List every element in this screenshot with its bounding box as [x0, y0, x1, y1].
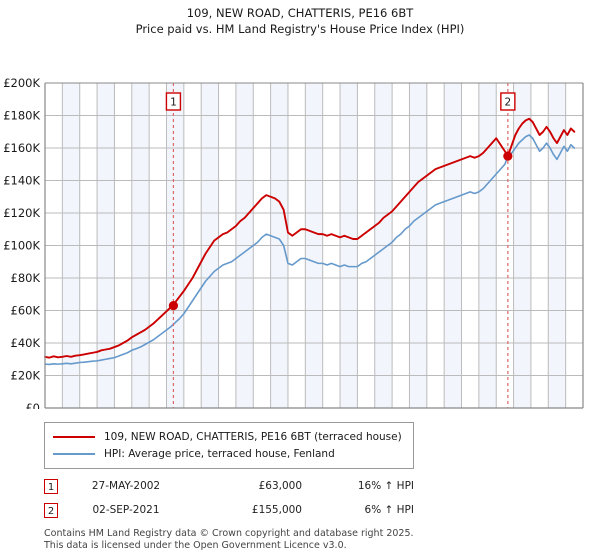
transaction-badge-1: 1: [44, 478, 58, 494]
chart-area: £0 £20K £40K £60K £80K £100K £120K £140K £160K £1…: [0, 37, 600, 409]
marker-badge-box: [500, 92, 516, 111]
chart-legend: 109, NEW ROAD, CHATTERIS, PE16 6BT (terr…: [44, 422, 414, 469]
series-line-hpi: [44, 134, 576, 366]
marker-badge-box: [165, 92, 182, 111]
footer-line-2: This data is licensed under the Open Gov…: [44, 539, 347, 551]
transaction-price-2: £155,000: [251, 504, 302, 516]
series-line-price-paid: [44, 117, 576, 359]
copyright-footer: Contains HM Land Registry data © Crown c…: [44, 528, 584, 551]
legend-label-price-paid: 109, NEW ROAD, CHATTERIS, PE16 6BT (terr…: [104, 430, 402, 443]
chart-titles: 109, NEW ROAD, CHATTERIS, PE16 6BT Price…: [0, 0, 600, 37]
y-axis-tick-label: £200K: [3, 76, 40, 90]
marker-badge-number: 2: [505, 97, 512, 109]
transaction-date-1: 27-MAY-2002: [91, 480, 161, 492]
y-axis-tick-label: £180K: [3, 109, 40, 123]
y-axis-tick-label: £120K: [3, 206, 40, 220]
legend-item-price-paid: 109, NEW ROAD, CHATTERIS, PE16 6BT (terr…: [51, 428, 407, 445]
legend-swatch-hpi: [53, 452, 95, 455]
table-row: 2 02-SEP-2021 £155,000 6% ↑ HPI: [44, 498, 464, 522]
page-subtitle: Price paid vs. HM Land Registry's House …: [135, 22, 465, 36]
page-title: 109, NEW ROAD, CHATTERIS, PE16 6BT: [186, 6, 414, 20]
transaction-price-1: £63,000: [258, 480, 302, 492]
y-axis-tick-label: £40K: [11, 336, 41, 350]
y-axis-tick-label: £80K: [11, 271, 41, 285]
transactions-table: 1 27-MAY-2002 £63,000 16% ↑ HPI 2 02-SEP…: [44, 474, 464, 522]
table-row: 1 27-MAY-2002 £63,000 16% ↑ HPI: [44, 474, 464, 498]
transaction-hpi-1: 16% ↑ HPI: [357, 480, 414, 492]
price-history-chart: £0 £20K £40K £60K £80K £100K £120K £140K £160K £1…: [3, 76, 584, 409]
transaction-date-2: 02-SEP-2021: [92, 504, 160, 516]
y-axis-tick-label: £160K: [3, 141, 40, 155]
footer-line-1: Contains HM Land Registry data © Crown c…: [44, 528, 414, 539]
y-axis-tick-label: £100K: [3, 239, 40, 253]
sale-point-marker[interactable]: [168, 301, 179, 311]
y-axis-tick-label: £60K: [11, 304, 41, 318]
y-axis-tick-label: £0: [25, 401, 40, 409]
transaction-badge-2: 2: [44, 502, 58, 518]
legend-swatch-price-paid: [53, 435, 95, 438]
legend-item-hpi: HPI: Average price, terraced house, Fenl…: [51, 445, 407, 462]
marker-badge-number: 1: [170, 97, 177, 109]
y-axis-tick-label: £140K: [3, 174, 40, 188]
y-axis-tick-label: £20K: [11, 369, 41, 383]
sale-point-marker[interactable]: [503, 151, 513, 161]
legend-label-hpi: HPI: Average price, terraced house, Fenl…: [104, 447, 335, 460]
transaction-hpi-2: 6% ↑ HPI: [364, 504, 414, 516]
